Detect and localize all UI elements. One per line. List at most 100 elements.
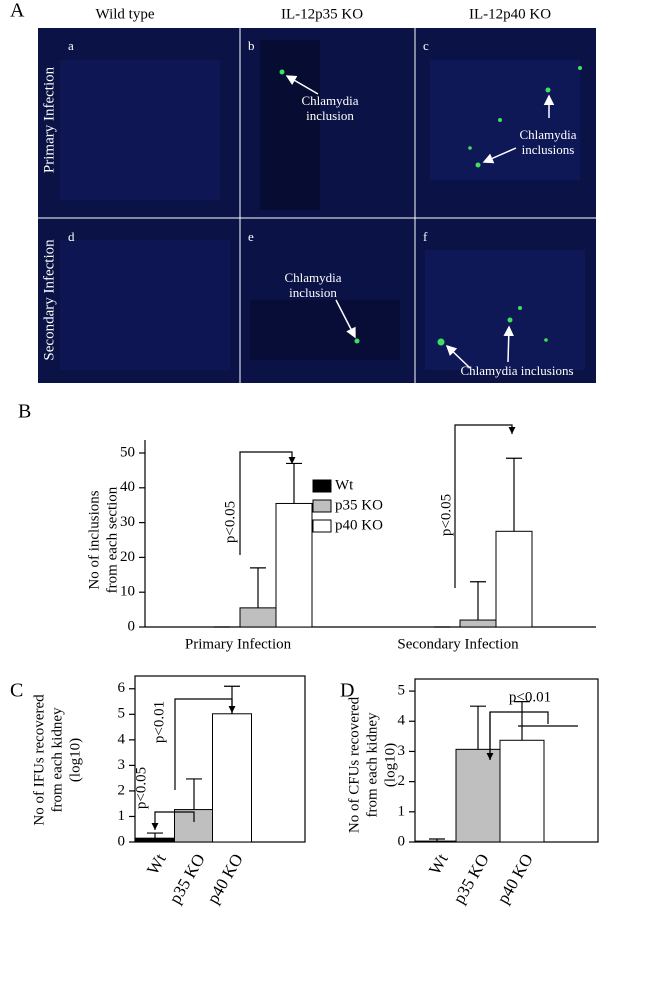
bar <box>495 530 533 628</box>
tissue <box>60 240 230 370</box>
column-header: Wild type <box>96 6 155 22</box>
error-bar <box>186 778 202 810</box>
panel-a: A Wild type IL-12p35 KO IL-12p40 KO a b … <box>10 0 596 383</box>
cell-label: d <box>68 229 75 244</box>
bar <box>212 713 252 843</box>
y-tick-label: 20 <box>120 549 135 565</box>
bar <box>459 619 497 628</box>
significance-label: p<0.01 <box>151 701 167 743</box>
y-tick-label: 30 <box>120 514 135 530</box>
y-tick-label: 3 <box>398 743 406 759</box>
x-tick-label: p35 KO <box>449 850 493 907</box>
y-tick-label: 5 <box>398 683 406 699</box>
y-tick-label: 5 <box>118 706 126 722</box>
error-bar <box>429 838 445 842</box>
y-axis-label: (log10) <box>67 738 83 782</box>
cell-label: b <box>248 38 255 53</box>
annotation: Chlamydia <box>284 270 341 285</box>
y-tick-label: 4 <box>118 731 126 747</box>
y-axis-label: from each kidney <box>49 707 65 812</box>
y-tick-label: 3 <box>118 757 126 773</box>
significance-bracket <box>239 451 296 555</box>
error-bar <box>514 701 530 741</box>
bar <box>135 837 175 843</box>
row-header: Primary Infection <box>41 66 57 173</box>
y-axis-label: from each section <box>104 486 120 593</box>
cell-label: e <box>248 229 254 244</box>
y-tick-label: 0 <box>128 618 136 634</box>
y-tick-label: 50 <box>120 444 135 460</box>
panel-label: D <box>340 680 354 702</box>
x-tick-label: p40 KO <box>493 850 537 907</box>
x-tick-label: Primary Infection <box>185 636 292 652</box>
tissue <box>260 40 320 210</box>
significance-bracket <box>454 424 516 588</box>
column-header: IL-12p40 KO <box>469 6 551 22</box>
bar <box>455 748 501 843</box>
legend-swatch <box>312 479 332 493</box>
inclusions <box>279 66 582 346</box>
y-tick-label: 0 <box>398 833 406 849</box>
y-axis-label: (log10) <box>382 743 398 787</box>
legend-swatch <box>312 519 332 533</box>
y-tick-label: 1 <box>118 808 126 824</box>
cell-label: f <box>423 229 428 244</box>
legend-label: p40 KO <box>335 517 383 533</box>
column-header: IL-12p35 KO <box>281 6 363 22</box>
annotation: Chlamydia inclusions <box>460 363 573 378</box>
y-tick-label: 2 <box>118 782 126 798</box>
y-tick-label: 4 <box>398 713 406 729</box>
annotation: inclusion <box>289 285 337 300</box>
y-axis-label: No of IFUs recovered <box>31 694 47 826</box>
row-header: Secondary Infection <box>41 239 57 361</box>
annotation: Chlamydia <box>519 127 576 142</box>
x-tick-label: Secondary Infection <box>397 636 519 652</box>
annotation: inclusions <box>522 142 575 157</box>
legend-label: Wt <box>335 477 354 493</box>
tissue <box>430 60 580 180</box>
y-tick-label: 6 <box>118 680 126 696</box>
tissue <box>250 300 400 360</box>
x-tick-label: Wt <box>143 850 170 878</box>
x-tick-label: p40 KO <box>203 850 247 907</box>
cell-label: c <box>423 38 429 53</box>
y-tick-label: 2 <box>398 773 406 789</box>
panel-label: A <box>10 0 25 22</box>
bar <box>499 739 545 843</box>
y-tick-label: 0 <box>118 833 126 849</box>
significance-label: p<0.01 <box>509 689 551 705</box>
x-tick-label: Wt <box>425 850 452 878</box>
significance-label: p<0.05 <box>438 494 454 536</box>
y-tick-label: 10 <box>120 584 135 600</box>
cell-label: a <box>68 38 74 53</box>
y-axis-label: No of CFUs recovered <box>346 696 362 833</box>
legend-label: p35 KO <box>335 497 383 513</box>
annotation: inclusion <box>306 108 354 123</box>
y-tick-label: 1 <box>398 803 406 819</box>
error-bar <box>286 462 302 504</box>
error-bar <box>470 705 486 750</box>
x-tick-label: p35 KO <box>165 850 209 907</box>
significance-label: p<0.05 <box>133 767 149 809</box>
annotation: Chlamydia <box>301 93 358 108</box>
significance-label: p<0.05 <box>222 501 238 543</box>
bar <box>239 607 277 628</box>
error-bar <box>147 832 163 839</box>
panel-label: C <box>10 680 23 702</box>
arrows <box>285 75 555 369</box>
error-bar <box>470 581 486 621</box>
significance-bracket <box>151 811 195 830</box>
tissue <box>60 60 220 200</box>
bar <box>414 840 460 843</box>
bar <box>275 502 313 628</box>
panel-label: B <box>18 401 31 423</box>
y-axis-label: No of inclusions <box>86 490 102 589</box>
y-tick-label: 40 <box>120 479 135 495</box>
tissue <box>425 250 585 370</box>
legend-swatch <box>312 499 332 513</box>
error-bar <box>250 567 266 608</box>
y-axis-label: from each kidney <box>364 712 380 817</box>
error-bar <box>506 457 522 532</box>
significance-bracket <box>174 698 236 790</box>
